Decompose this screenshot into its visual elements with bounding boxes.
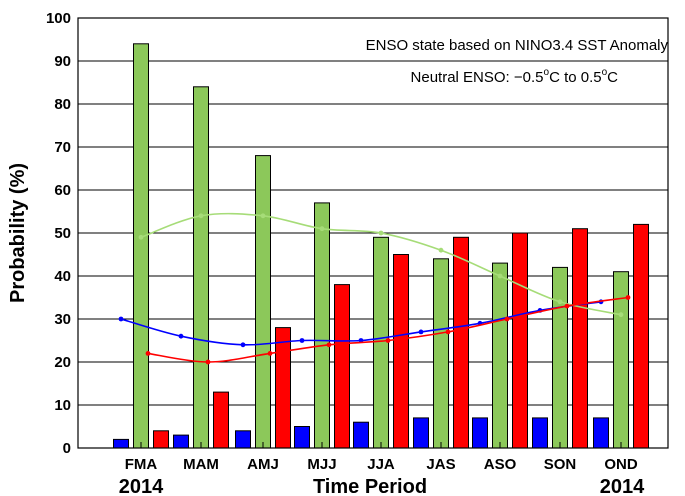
climatology-point-red-aso xyxy=(504,316,510,322)
bar-green-fma xyxy=(133,43,149,449)
bar-blue-aso xyxy=(472,417,488,449)
climatology-point-blue-amj xyxy=(240,342,246,348)
climatology-point-red-fma xyxy=(145,351,151,356)
bar-green-aso xyxy=(492,262,508,449)
bar-green-jja xyxy=(373,236,389,449)
bar-red-aso xyxy=(512,232,528,449)
y-tick-label: 90 xyxy=(54,53,71,70)
tick-labels: 0 10 20 30 40 50 60 70 80 90 100 FMA MAM AMJ MJJ JJA JAS… xyxy=(46,10,638,473)
annotation-line-2: Neutral ENSO: −0.5oC to 0.5oC xyxy=(411,67,619,86)
y-tick-label: 40 xyxy=(54,268,71,285)
plot-frame xyxy=(77,17,669,449)
y-tick-label: 100 xyxy=(46,10,71,27)
annotation-line-1: ENSO state based on NINO3.4 SST Anomaly xyxy=(366,37,669,54)
climatology-point-green_line-amj xyxy=(260,213,266,219)
bar-blue-mam xyxy=(173,434,189,449)
bar-blue-ond xyxy=(593,417,609,449)
x-tick-label-son: SON xyxy=(544,456,577,473)
climatology-point-green_line-son xyxy=(557,299,563,305)
bar-red-mam xyxy=(213,391,229,449)
y-tick-label: 50 xyxy=(54,225,71,242)
climatology-point-blue-mam xyxy=(178,333,184,339)
x-tick-label-jja: JJA xyxy=(367,456,395,473)
climatology-point-blue-mjj xyxy=(299,338,305,343)
annotation-line-2-mid: C to 0.5 xyxy=(549,69,602,86)
bars xyxy=(113,43,649,449)
climatology-point-blue-fma xyxy=(118,316,124,322)
x-tick-label-ond: OND xyxy=(604,456,638,473)
gridlines xyxy=(78,60,668,406)
climatology-point-red-son xyxy=(564,303,570,309)
bar-blue-jja xyxy=(353,421,369,449)
x-tick-label-amj: AMJ xyxy=(247,456,279,473)
bar-green-son xyxy=(552,266,568,449)
y-tick-label: 30 xyxy=(54,311,71,328)
climatology-point-red-jja xyxy=(385,338,391,343)
year-start-label: 2014 xyxy=(119,476,164,496)
bar-green-jas xyxy=(433,258,449,449)
x-tick-label-aso: ASO xyxy=(484,456,517,473)
y-tick-label: 20 xyxy=(54,354,71,371)
climatology-point-green_line-jja xyxy=(378,230,384,236)
annotation-line-2-prefix: Neutral ENSO: −0.5 xyxy=(411,69,544,86)
climatology-point-red-ond xyxy=(625,295,631,300)
climatology-point-green_line-ond xyxy=(618,312,624,318)
climatology-point-blue-jas xyxy=(418,329,424,335)
bar-blue-amj xyxy=(235,430,251,449)
climatology-point-green_line-aso xyxy=(497,273,503,279)
y-axis-title: Probability (%) xyxy=(7,163,29,303)
climatology-point-red-amj xyxy=(267,351,273,356)
climatology-point-green_line-jas xyxy=(438,247,444,253)
bar-red-amj xyxy=(275,327,291,449)
bar-red-fma xyxy=(153,430,169,449)
bar-green-amj xyxy=(255,155,271,449)
year-end-label: 2014 xyxy=(600,476,645,496)
bar-blue-fma xyxy=(113,438,129,449)
climatology-lines xyxy=(118,212,631,365)
climatology-point-green_line-mam xyxy=(198,213,204,219)
bar-blue-son xyxy=(532,417,548,449)
x-tick-label-fma: FMA xyxy=(125,456,158,473)
bar-green-mjj xyxy=(314,202,330,449)
bar-blue-mjj xyxy=(294,426,310,449)
climatology-point-red-jas xyxy=(445,329,451,335)
degree-sup-1: o xyxy=(544,67,550,78)
y-tick-label: 80 xyxy=(54,96,71,113)
x-tick-label-mjj: MJJ xyxy=(307,456,336,473)
climatology-point-green_line-mjj xyxy=(319,226,325,232)
climatology-point-red-mjj xyxy=(326,342,332,348)
climatology-point-green_line-fma xyxy=(138,234,144,240)
bar-red-jja xyxy=(393,254,409,449)
bar-red-mjj xyxy=(334,284,350,449)
y-tick-label: 10 xyxy=(54,397,71,414)
x-axis-title: Time Period xyxy=(313,476,427,496)
x-tick-label-jas: JAS xyxy=(426,456,455,473)
bar-green-mam xyxy=(193,86,209,449)
degree-sup-2: o xyxy=(602,67,608,78)
bar-red-son xyxy=(572,228,588,449)
y-tick-label: 0 xyxy=(63,440,71,457)
axes xyxy=(77,17,669,449)
climatology-point-red-mam xyxy=(205,359,211,365)
bar-red-ond xyxy=(633,223,649,449)
bar-blue-jas xyxy=(413,417,429,449)
annotation-line-2-suffix: C xyxy=(607,69,618,86)
bar-red-jas xyxy=(453,236,469,449)
x-tick-label-mam: MAM xyxy=(183,456,219,473)
y-tick-label: 60 xyxy=(54,182,71,199)
y-tick-label: 70 xyxy=(54,139,71,156)
